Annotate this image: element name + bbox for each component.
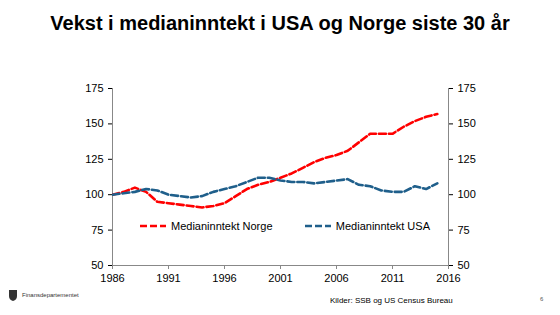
svg-text:125: 125 [458, 153, 476, 165]
html-text:Kilder: SSB og US Census Burea: Kilder: SSB og US Census Bureau [330, 296, 453, 305]
html-text:Vekst i medianinntekt i USA og: Vekst i medianinntekt i USA og Norge sis… [50, 12, 510, 34]
html-text:Medianinntekt Norge: Medianinntekt Norge [171, 220, 273, 232]
svg-text:1986: 1986 [100, 272, 124, 284]
svg-text:100: 100 [458, 188, 476, 200]
svg-text:150: 150 [458, 117, 476, 129]
svg-text:100: 100 [85, 188, 103, 200]
svg-text:50: 50 [458, 259, 470, 271]
html-text:Medianinntekt USA: Medianinntekt USA [335, 220, 430, 232]
svg-text:2016: 2016 [436, 272, 460, 284]
svg-text:125: 125 [85, 153, 103, 165]
svg-text:2006: 2006 [324, 272, 348, 284]
svg-text:150: 150 [85, 117, 103, 129]
svg-text:2011: 2011 [381, 272, 405, 284]
html-text:6: 6 [540, 296, 544, 302]
svg-text:1991: 1991 [156, 272, 180, 284]
svg-text:1996: 1996 [212, 272, 236, 284]
svg-text:2001: 2001 [268, 272, 292, 284]
svg-text:50: 50 [91, 259, 103, 271]
svg-text:75: 75 [458, 224, 470, 236]
html-text:Finansdepartementet: Finansdepartementet [22, 292, 79, 298]
svg-text:175: 175 [458, 82, 476, 94]
svg-text:175: 175 [85, 82, 103, 94]
svg-text:75: 75 [91, 224, 103, 236]
